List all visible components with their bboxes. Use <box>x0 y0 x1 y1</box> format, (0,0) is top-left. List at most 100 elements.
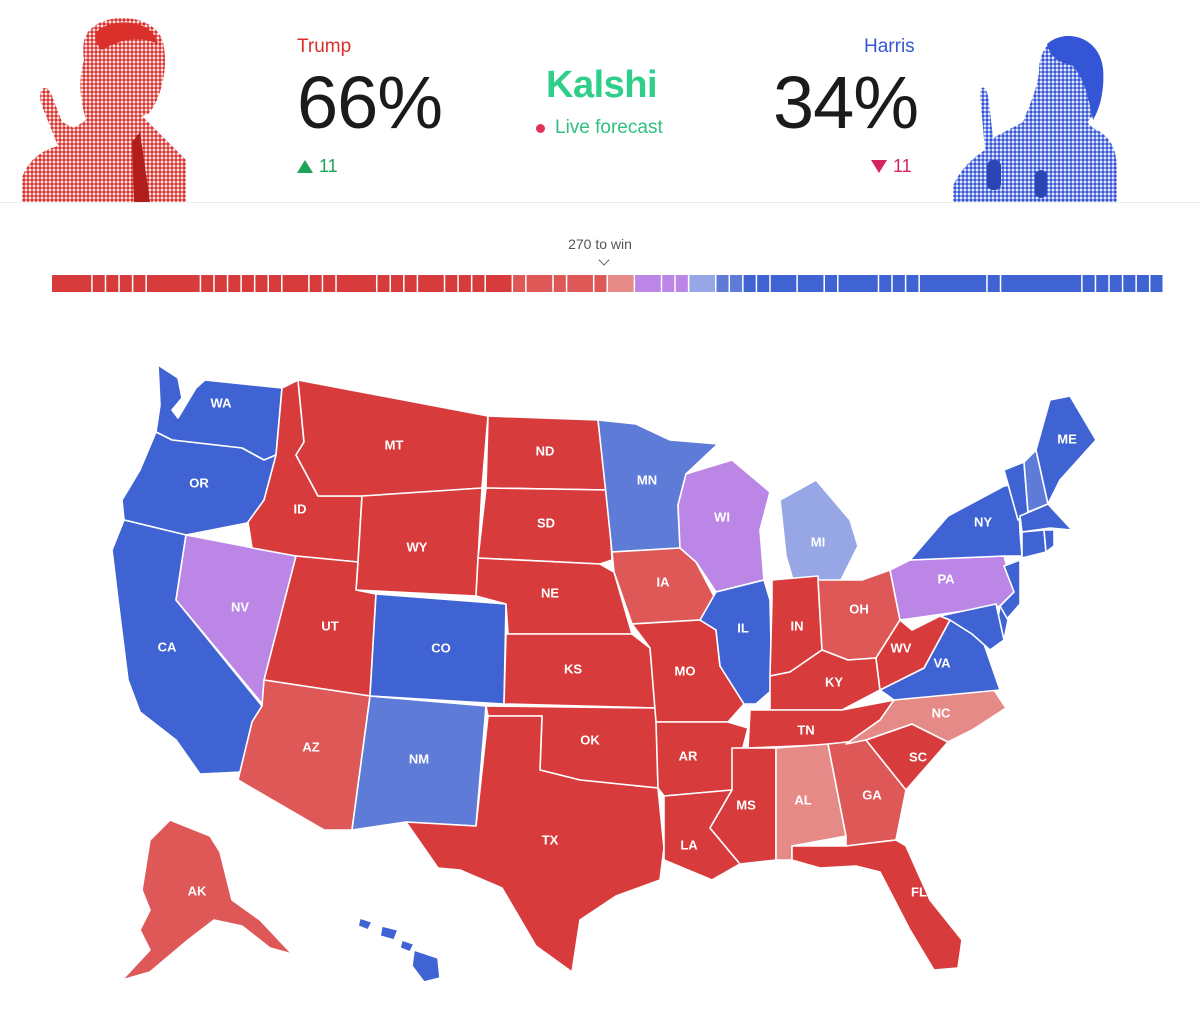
ev-bar-segment <box>919 275 987 292</box>
state-label-AK: AK <box>188 883 207 898</box>
trump-portrait-icon <box>22 17 186 202</box>
left-candidate-change: 11 <box>297 156 338 177</box>
state-label-GA: GA <box>862 787 882 802</box>
state-label-KS: KS <box>564 661 582 676</box>
state-label-PA: PA <box>937 571 955 586</box>
state-label-WV: WV <box>891 640 912 655</box>
state-MI[interactable] <box>779 479 859 591</box>
electoral-vote-bar <box>52 275 1163 292</box>
ev-bar-segment <box>513 275 526 292</box>
state-label-MO: MO <box>675 663 696 678</box>
ev-bar-segment <box>879 275 892 292</box>
state-label-ME: ME <box>1057 431 1077 446</box>
ev-bar-segment <box>282 275 309 292</box>
ev-bar-segment <box>445 275 458 292</box>
state-label-AL: AL <box>794 792 811 807</box>
ev-bar-segment <box>1096 275 1109 292</box>
brand-logo: Kalshi <box>546 64 658 106</box>
state-label-MS: MS <box>736 797 756 812</box>
ev-bar-segment <box>418 275 444 292</box>
ev-bar-segment <box>824 275 838 292</box>
state-label-KY: KY <box>825 674 843 689</box>
harris-portrait-icon <box>953 36 1117 202</box>
state-label-IL: IL <box>737 620 749 635</box>
ev-bar-segment <box>553 275 566 292</box>
ev-bar-segment <box>119 275 132 292</box>
ev-bar-segment <box>106 275 119 292</box>
left-change-value: 11 <box>319 156 338 176</box>
left-candidate-name: Trump <box>297 36 352 57</box>
ev-bar-segment <box>1123 275 1136 292</box>
ev-bar-segment <box>770 275 797 292</box>
state-label-NY: NY <box>974 514 992 529</box>
state-label-WY: WY <box>407 539 428 554</box>
ev-bar-segment <box>689 275 715 292</box>
ev-bar-segment <box>757 275 770 292</box>
ev-bar-segment <box>201 275 214 292</box>
state-label-CA: CA <box>158 639 177 654</box>
state-AK[interactable] <box>121 819 293 981</box>
ev-bar-segment <box>391 275 404 292</box>
win-threshold-label: 270 to win <box>568 236 632 252</box>
ev-bar-segment <box>146 275 200 292</box>
state-label-SC: SC <box>909 749 928 764</box>
ev-bar-segment <box>1109 275 1122 292</box>
state-WY[interactable] <box>355 487 483 597</box>
ev-bar-segment <box>675 275 688 292</box>
ev-bar-segment <box>485 275 512 292</box>
ev-bar-segment <box>743 275 756 292</box>
right-candidate-change: 11 <box>871 156 912 177</box>
state-label-WI: WI <box>714 509 730 524</box>
ev-bar-segment <box>838 275 878 292</box>
state-RI[interactable] <box>1043 529 1055 553</box>
state-MD[interactable] <box>939 603 1005 651</box>
live-forecast-status: Live forecast <box>536 117 663 139</box>
state-FL[interactable] <box>791 839 963 971</box>
ev-bar-segment <box>892 275 905 292</box>
state-label-TN: TN <box>797 722 814 737</box>
state-NC[interactable] <box>845 683 1007 745</box>
ev-bar-segment <box>730 275 743 292</box>
state-label-NC: NC <box>932 705 951 720</box>
state-label-IN: IN <box>791 618 804 633</box>
state-label-IA: IA <box>657 574 671 589</box>
ev-bar-segment <box>906 275 919 292</box>
ev-bar-segment <box>716 275 729 292</box>
ev-bar-segment <box>377 275 390 292</box>
state-label-ND: ND <box>536 443 555 458</box>
ev-bar-segment <box>526 275 553 292</box>
state-label-NE: NE <box>541 585 559 600</box>
state-CT[interactable] <box>1021 529 1047 559</box>
state-IL[interactable] <box>699 579 773 705</box>
left-candidate-percent: 66% <box>297 61 443 144</box>
ev-bar-segment <box>1082 275 1095 292</box>
state-label-AZ: AZ <box>302 739 319 754</box>
ev-bar-segment <box>323 275 336 292</box>
state-label-OK: OK <box>580 732 600 747</box>
state-label-NV: NV <box>231 599 249 614</box>
triangle-down-icon <box>871 160 887 173</box>
state-label-ID: ID <box>294 501 307 516</box>
state-TX[interactable] <box>405 715 665 973</box>
state-label-MI: MI <box>811 534 825 549</box>
state-label-NM: NM <box>409 751 429 766</box>
us-forecast-map: WA OR CA NV ID MT WY UT AZ CO NM ND SD N… <box>0 340 1200 1027</box>
ev-bar-segment <box>635 275 661 292</box>
live-dot-icon <box>536 123 545 133</box>
ev-bar-segment <box>1136 275 1149 292</box>
ev-bar-segment <box>1001 275 1082 292</box>
ev-bar-segment <box>594 275 607 292</box>
ev-bar-segment <box>608 275 634 292</box>
ev-bar-segment <box>472 275 485 292</box>
state-NY[interactable] <box>909 483 1023 561</box>
ev-bar-segment <box>458 275 471 292</box>
ev-bar-segment <box>228 275 241 292</box>
state-MA[interactable] <box>1019 503 1073 533</box>
state-SD[interactable] <box>477 487 613 565</box>
state-HI[interactable] <box>357 917 441 983</box>
state-ME[interactable] <box>1035 395 1097 505</box>
state-label-AR: AR <box>679 748 698 763</box>
ev-bar-segment <box>1150 275 1163 292</box>
state-label-CO: CO <box>431 640 451 655</box>
ev-bar-segment <box>214 275 227 292</box>
